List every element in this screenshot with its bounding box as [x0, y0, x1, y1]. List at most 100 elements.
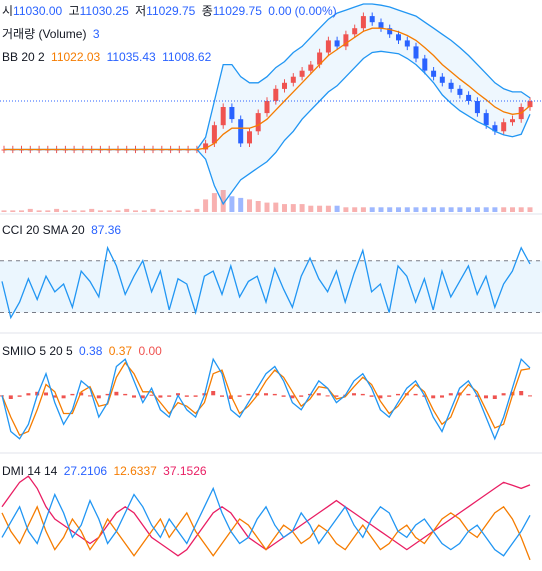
volume-bar[interactable] [194, 208, 200, 212]
volume-bar[interactable] [1, 210, 7, 212]
candle-body[interactable] [457, 88, 463, 95]
dmi-adx-line[interactable] [1, 475, 531, 557]
dmi-minus-line[interactable] [1, 505, 531, 561]
candle-body[interactable] [431, 70, 437, 77]
smiio-hist-bar[interactable] [211, 391, 216, 396]
candle-body[interactable] [492, 125, 498, 132]
volume-bar[interactable] [343, 207, 349, 212]
volume-bar[interactable] [396, 207, 401, 212]
smiio-hist-bar[interactable] [501, 393, 506, 396]
smiio-hist-bar[interactable] [457, 392, 462, 396]
smiio-hist-bar[interactable] [431, 395, 436, 399]
smiio-hist-bar[interactable] [167, 395, 172, 397]
volume-bar[interactable] [299, 204, 305, 212]
volume-bar[interactable] [431, 207, 437, 212]
volume-bar[interactable] [71, 210, 77, 212]
volume-bar[interactable] [510, 207, 515, 212]
smiio-hist-bar[interactable] [528, 395, 532, 397]
smiio-hist-bar[interactable] [378, 395, 383, 399]
smiio-hist-bar[interactable] [413, 393, 418, 396]
candle-body[interactable] [360, 16, 366, 29]
volume-bar[interactable] [308, 205, 314, 212]
smiio-hist-bar[interactable] [352, 393, 356, 396]
smiio-hist-bar[interactable] [272, 393, 277, 396]
smiio-hist-bar[interactable] [264, 393, 268, 396]
smiio-hist-bar[interactable] [123, 393, 128, 396]
volume-bar[interactable] [325, 205, 331, 212]
cci-pane[interactable] [0, 245, 542, 320]
smiio-hist-bar[interactable] [237, 395, 242, 397]
smiio-hist-bar[interactable] [158, 395, 163, 398]
volume-bar[interactable] [185, 210, 191, 212]
volume-bar[interactable] [334, 205, 340, 212]
volume-bar[interactable] [422, 207, 428, 212]
dmi-plus-line[interactable] [1, 486, 531, 557]
volume-bar[interactable] [483, 207, 489, 212]
candle-body[interactable] [527, 101, 533, 108]
smiio-hist-bar[interactable] [193, 395, 198, 397]
smiio-hist-bar[interactable] [484, 395, 488, 399]
volume-bar[interactable] [466, 207, 472, 212]
smiio-pane[interactable] [0, 357, 532, 441]
volume-bar[interactable] [448, 207, 454, 212]
candle-body[interactable] [299, 70, 305, 77]
smiio-hist-bar[interactable] [325, 395, 330, 397]
volume-bar[interactable] [492, 207, 498, 212]
candle-body[interactable] [369, 16, 375, 23]
candle-body[interactable] [413, 46, 419, 59]
candle-body[interactable] [501, 122, 507, 132]
candle-body[interactable] [352, 28, 358, 35]
volume-bar[interactable] [62, 210, 68, 212]
smiio-hist-bar[interactable] [140, 395, 145, 399]
candle-body[interactable] [203, 143, 209, 150]
smiio-hist-bar[interactable] [149, 394, 154, 396]
volume-bar[interactable] [159, 210, 165, 212]
volume-bar[interactable] [45, 210, 51, 212]
candle-body[interactable] [290, 76, 296, 83]
bb-basis-line[interactable] [4, 27, 531, 151]
price-pane[interactable] [0, 3, 542, 212]
smiio-main-line[interactable] [1, 357, 531, 441]
volume-bar[interactable] [290, 204, 296, 212]
candle-body[interactable] [396, 34, 401, 41]
smiio-hist-bar[interactable] [70, 393, 75, 396]
volume-bar[interactable] [404, 207, 410, 212]
volume-bar[interactable] [317, 205, 323, 212]
volume-bar[interactable] [238, 197, 244, 212]
volume-bar[interactable] [518, 207, 524, 212]
volume-bar[interactable] [36, 210, 42, 212]
smiio-hist-bar[interactable] [440, 395, 444, 398]
smiio-hist-bar[interactable] [246, 393, 251, 396]
candle-body[interactable] [474, 101, 480, 114]
volume-bar[interactable] [220, 190, 226, 212]
volume-bar[interactable] [89, 208, 95, 212]
candle-body[interactable] [404, 40, 410, 47]
volume-bar[interactable] [115, 210, 121, 212]
volume-bar[interactable] [439, 207, 445, 212]
smiio-hist-bar[interactable] [184, 395, 189, 397]
volume-bar[interactable] [273, 202, 279, 212]
volume-bar[interactable] [527, 207, 533, 212]
smiio-hist-bar[interactable] [88, 395, 92, 397]
candle-body[interactable] [466, 94, 472, 101]
smiio-hist-bar[interactable] [132, 395, 136, 398]
candle-body[interactable] [439, 76, 445, 83]
volume-bar[interactable] [413, 207, 419, 212]
cci-band-fill[interactable] [0, 260, 542, 313]
volume-bar[interactable] [168, 210, 174, 212]
smiio-hist-bar[interactable] [220, 395, 224, 397]
smiio-hist-bar[interactable] [114, 391, 119, 396]
smiio-hist-bar[interactable] [105, 393, 110, 396]
volume-bar[interactable] [176, 210, 182, 212]
volume-bar[interactable] [97, 210, 103, 212]
dmi-pane[interactable] [1, 475, 531, 561]
volume-bar[interactable] [203, 199, 209, 212]
candle-body[interactable] [273, 88, 279, 101]
volume-bar[interactable] [282, 204, 287, 212]
volume-bar[interactable] [150, 208, 156, 212]
candle-body[interactable] [510, 119, 515, 123]
volume-bar[interactable] [211, 193, 217, 212]
volume-bar[interactable] [54, 208, 60, 212]
smiio-hist-bar[interactable] [52, 395, 57, 398]
volume-bar[interactable] [106, 210, 112, 212]
